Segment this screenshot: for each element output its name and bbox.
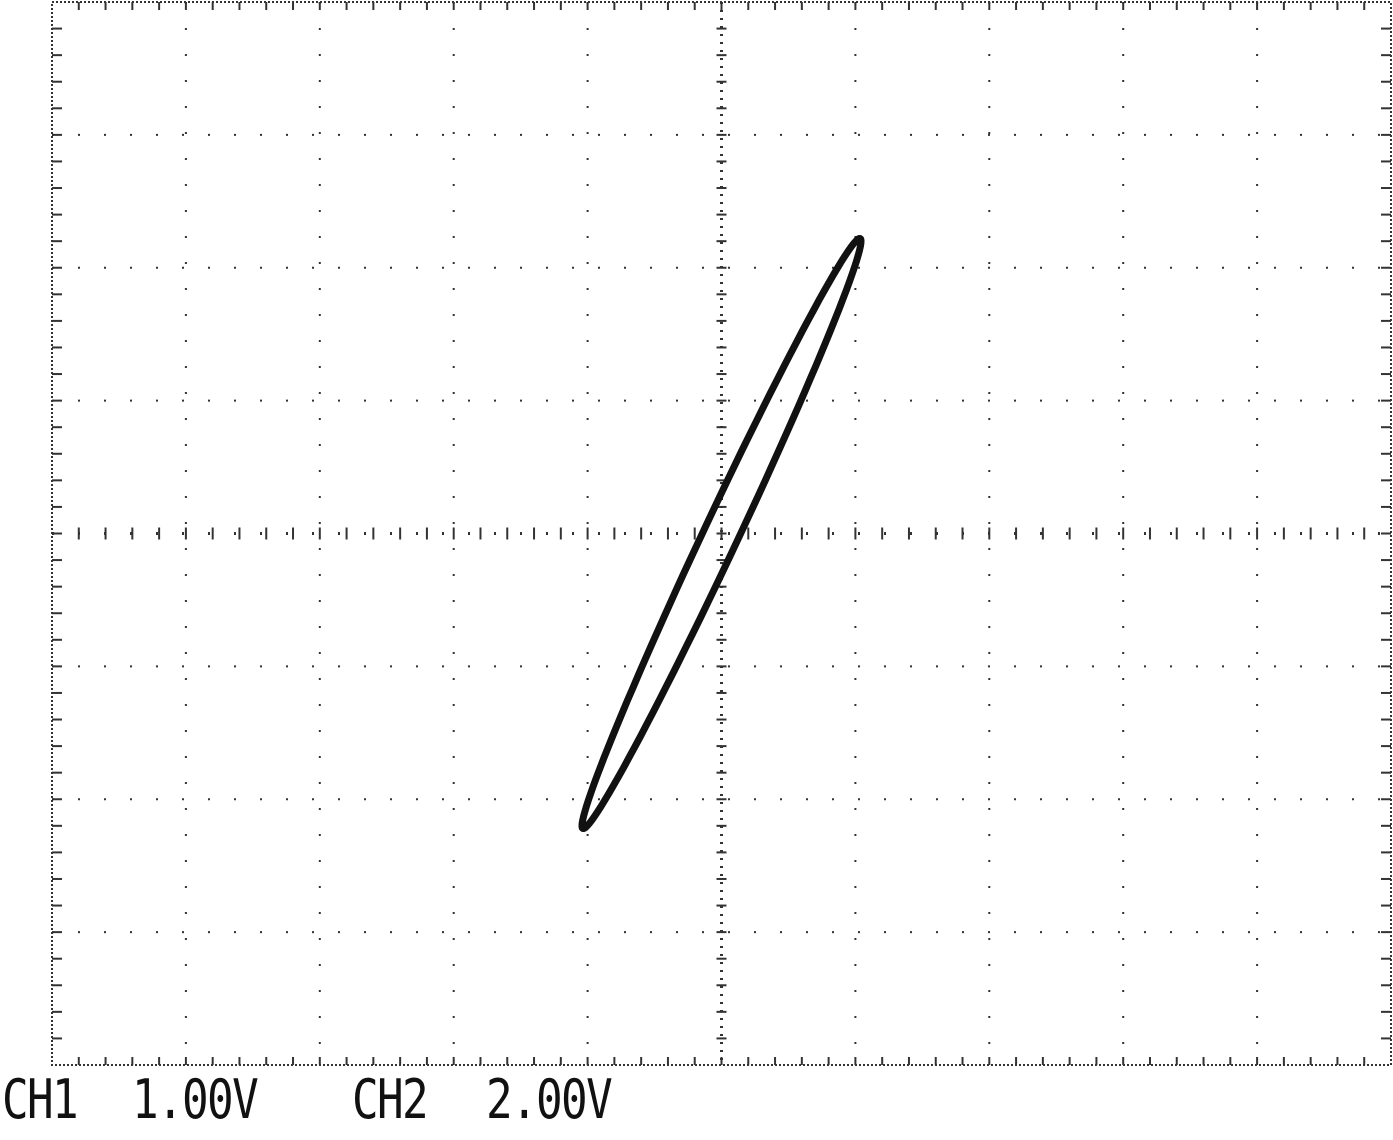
ch1-volts-per-div: 1.00V — [132, 1068, 259, 1131]
ch1-label: CH1 — [2, 1068, 79, 1131]
oscilloscope-screen — [51, 1, 1392, 1066]
graticule-grid — [52, 2, 1391, 1065]
trace-layer — [578, 235, 865, 832]
xy-trace-ellipse — [578, 235, 865, 832]
ch2-label: CH2 — [352, 1068, 429, 1131]
channel-readout: CH1 1.00V CH2 2.00V — [0, 1068, 1393, 1140]
ch2-volts-per-div: 2.00V — [486, 1068, 613, 1131]
